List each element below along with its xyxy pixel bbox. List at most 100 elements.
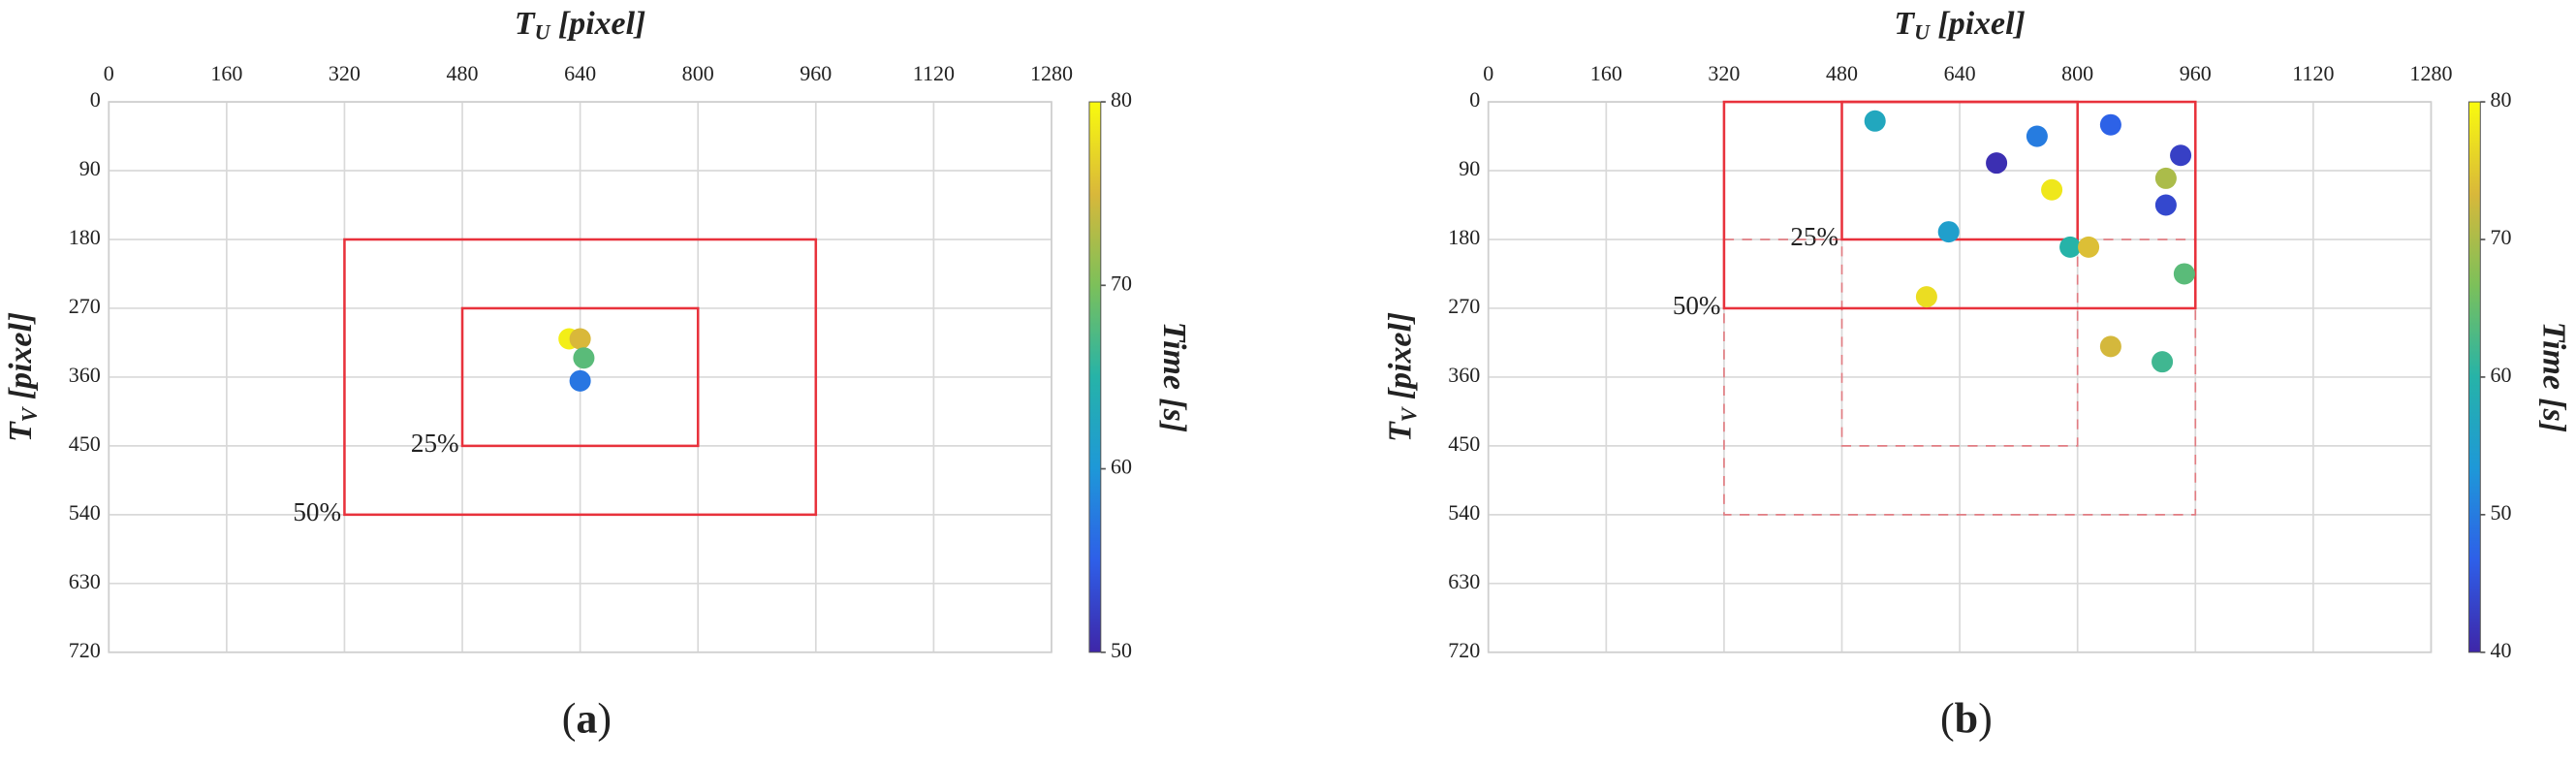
x-axis-title-sub: U — [535, 20, 551, 45]
point — [2099, 113, 2121, 136]
x-tick-label: 320 — [329, 61, 361, 85]
y-axis-title-main: T — [3, 421, 39, 442]
colorbar-tick-label: 40 — [2490, 638, 2511, 662]
x-tick-label: 480 — [447, 61, 479, 85]
x-axis-title-sub: U — [1914, 20, 1931, 45]
point — [2059, 236, 2082, 258]
x-axis-title-rest: [pixel] — [1930, 6, 2026, 42]
x-axis-title-rest: [pixel] — [550, 6, 646, 42]
y-axis-title-sub: V — [17, 405, 42, 422]
panel-label: (a) — [562, 695, 612, 743]
y-tick-label: 360 — [1448, 363, 1480, 387]
panel-label-part: ) — [1978, 695, 1993, 743]
y-tick-label: 630 — [69, 569, 101, 593]
colorbar-tick-label: 80 — [2490, 87, 2511, 111]
y-tick-label: 0 — [1469, 87, 1480, 111]
y-axis-title-sub: V — [1397, 405, 1421, 422]
panel-label-part: ( — [1940, 695, 1955, 743]
y-tick-label: 0 — [90, 87, 101, 111]
point — [1937, 221, 1960, 243]
y-tick-label: 270 — [1448, 294, 1480, 318]
x-tick-label: 640 — [564, 61, 596, 85]
y-tick-label: 450 — [1448, 431, 1480, 456]
y-tick-label: 360 — [69, 363, 101, 387]
region-label: 25% — [1790, 222, 1838, 251]
x-tick-label: 960 — [2180, 61, 2212, 85]
x-axis-title-main: T — [515, 6, 536, 42]
panel-label-part: b — [1955, 695, 1979, 743]
x-tick-label: 0 — [104, 61, 114, 85]
y-tick-label: 540 — [69, 500, 101, 525]
y-axis-title-rest: [pixel] — [1382, 312, 1418, 408]
point — [569, 369, 591, 392]
x-tick-label: 1280 — [2409, 61, 2452, 85]
y-axis-title-main: T — [1382, 421, 1418, 442]
region-label: 25% — [411, 429, 459, 458]
x-axis-title-main: T — [1894, 6, 1915, 42]
y-axis-title: TV [pixel] — [1382, 312, 1421, 442]
x-tick-label: 1120 — [2292, 61, 2334, 85]
colorbar-title: Time [s] — [1156, 322, 1192, 432]
colorbar-tick-label: 70 — [1111, 271, 1132, 295]
panel-label: (b) — [1940, 695, 1993, 743]
point — [2173, 263, 2195, 285]
x-tick-label: 320 — [1708, 61, 1740, 85]
x-tick-label: 960 — [800, 61, 832, 85]
point — [2154, 194, 2177, 216]
panel-label-part: ) — [597, 695, 612, 743]
point — [573, 347, 595, 369]
x-axis-title: TU [pixel] — [1894, 6, 2025, 45]
colorbar-tick-label: 60 — [1111, 455, 1132, 479]
y-tick-label: 180 — [69, 225, 101, 249]
x-tick-label: 160 — [1590, 61, 1622, 85]
colorbar — [1088, 101, 1102, 653]
x-tick-label: 800 — [682, 61, 714, 85]
y-tick-label: 540 — [1448, 500, 1480, 525]
point — [1986, 152, 2008, 175]
plot-frame — [108, 101, 1052, 653]
y-tick-label: 630 — [1448, 569, 1480, 593]
point — [2152, 351, 2174, 373]
point — [2154, 167, 2177, 189]
point — [1915, 286, 1937, 308]
y-tick-label: 90 — [1459, 156, 1480, 180]
panel-label-part: ( — [562, 695, 577, 743]
region-box — [1840, 239, 2079, 447]
y-tick-label: 450 — [69, 431, 101, 456]
y-tick-label: 720 — [1448, 638, 1480, 662]
colorbar — [2467, 101, 2481, 653]
colorbar-tick-label: 50 — [2490, 500, 2511, 525]
colorbar-tick-label: 80 — [1111, 87, 1132, 111]
x-tick-label: 160 — [210, 61, 242, 85]
y-axis-title: TV [pixel] — [3, 312, 42, 442]
colorbar-title: Time [s] — [2535, 322, 2571, 432]
y-tick-label: 90 — [79, 156, 101, 180]
colorbar-tick-label: 50 — [1111, 638, 1132, 662]
x-tick-label: 0 — [1483, 61, 1493, 85]
point — [2099, 335, 2121, 358]
point — [2170, 144, 2192, 167]
region-box — [460, 306, 700, 448]
panel-label-part: a — [576, 695, 597, 743]
region-label: 50% — [293, 497, 341, 526]
region-label: 50% — [1673, 291, 1721, 320]
y-tick-label: 270 — [69, 294, 101, 318]
y-tick-label: 180 — [1448, 225, 1480, 249]
point — [2078, 236, 2100, 258]
x-tick-label: 800 — [2061, 61, 2093, 85]
colorbar-tick-label: 60 — [2490, 363, 2511, 387]
point — [2026, 125, 2048, 147]
x-tick-label: 1120 — [913, 61, 955, 85]
y-tick-label: 720 — [69, 638, 101, 662]
point — [569, 328, 591, 350]
x-tick-label: 480 — [1826, 61, 1858, 85]
colorbar-tick-label: 70 — [2490, 225, 2511, 249]
region-box — [343, 238, 818, 517]
point — [1864, 110, 1886, 132]
point — [2041, 178, 2063, 201]
y-axis-title-rest: [pixel] — [3, 312, 39, 408]
x-tick-label: 1280 — [1030, 61, 1073, 85]
x-axis-title: TU [pixel] — [515, 6, 645, 45]
x-tick-label: 640 — [1944, 61, 1976, 85]
